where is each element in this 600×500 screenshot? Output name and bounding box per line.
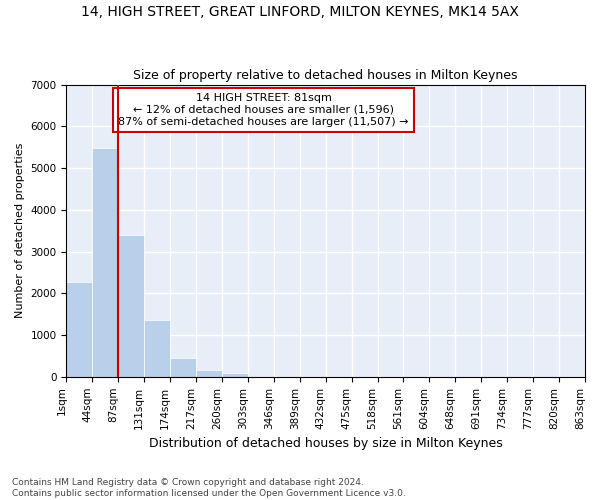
Text: 14 HIGH STREET: 81sqm
← 12% of detached houses are smaller (1,596)
87% of semi-d: 14 HIGH STREET: 81sqm ← 12% of detached … (118, 94, 409, 126)
Bar (67, 282, 92, 377)
Bar (144, 320, 170, 377)
Title: Size of property relative to detached houses in Milton Keynes: Size of property relative to detached ho… (133, 69, 518, 82)
Text: Contains HM Land Registry data © Crown copyright and database right 2024.
Contai: Contains HM Land Registry data © Crown c… (12, 478, 406, 498)
Bar (118, 235, 144, 377)
Bar (170, 358, 196, 377)
X-axis label: Distribution of detached houses by size in Milton Keynes: Distribution of detached houses by size … (149, 437, 503, 450)
Y-axis label: Number of detached properties: Number of detached properties (15, 143, 25, 318)
Bar (196, 370, 222, 377)
Text: 14, HIGH STREET, GREAT LINFORD, MILTON KEYNES, MK14 5AX: 14, HIGH STREET, GREAT LINFORD, MILTON K… (81, 5, 519, 19)
Bar (222, 374, 248, 377)
Bar (92, 148, 118, 377)
